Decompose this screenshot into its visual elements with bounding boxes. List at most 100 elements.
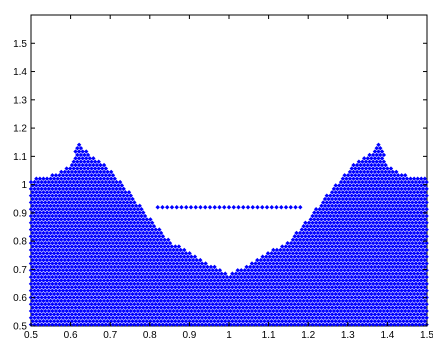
data-point xyxy=(224,295,230,300)
data-point xyxy=(35,322,41,327)
data-point xyxy=(108,264,114,270)
data-point xyxy=(306,308,312,314)
data-point xyxy=(192,288,198,293)
data-point xyxy=(335,322,340,327)
data-point xyxy=(39,213,44,219)
data-point xyxy=(360,193,365,198)
data-point xyxy=(386,278,392,283)
data-point xyxy=(214,322,219,327)
data-point xyxy=(144,257,150,263)
data-point xyxy=(160,274,166,280)
data-point xyxy=(73,223,78,229)
data-point xyxy=(401,196,406,202)
data-point xyxy=(43,247,48,253)
data-point xyxy=(219,291,224,297)
data-point xyxy=(408,318,413,324)
data-point xyxy=(98,318,103,324)
data-point xyxy=(208,278,214,283)
data-point xyxy=(372,223,378,229)
data-point xyxy=(231,288,237,293)
data-point xyxy=(335,193,340,198)
data-point xyxy=(30,264,35,270)
data-point xyxy=(310,240,315,246)
data-point xyxy=(146,281,151,287)
data-point xyxy=(39,288,44,293)
data-point xyxy=(362,196,367,202)
data-point xyxy=(406,281,411,287)
data-point xyxy=(50,315,55,321)
data-point xyxy=(388,261,394,266)
data-point xyxy=(84,291,89,297)
data-point xyxy=(119,183,125,188)
data-point xyxy=(153,234,158,239)
data-point xyxy=(126,203,132,209)
data-point xyxy=(84,264,89,270)
data-point xyxy=(121,227,126,232)
data-point xyxy=(178,288,183,293)
data-point xyxy=(420,240,426,246)
data-point xyxy=(208,312,214,317)
data-point xyxy=(326,278,331,283)
data-point xyxy=(383,223,388,229)
data-point xyxy=(388,207,394,212)
data-point xyxy=(386,196,392,202)
data-point xyxy=(244,305,249,310)
data-point xyxy=(48,196,53,202)
data-point xyxy=(226,285,232,290)
data-point xyxy=(71,261,76,266)
data-point xyxy=(41,291,46,297)
data-point xyxy=(205,312,210,317)
data-point xyxy=(331,315,337,321)
data-point xyxy=(344,264,349,270)
data-point xyxy=(183,278,189,283)
data-point xyxy=(89,274,94,280)
data-point xyxy=(92,268,98,273)
data-point xyxy=(408,210,413,215)
data-point xyxy=(32,186,37,192)
data-point xyxy=(271,288,276,293)
data-point xyxy=(91,217,96,222)
data-point xyxy=(367,179,372,185)
data-point xyxy=(292,288,297,293)
data-point xyxy=(228,274,233,280)
data-point xyxy=(322,257,328,263)
data-point xyxy=(123,278,128,283)
data-point xyxy=(149,220,155,226)
data-point xyxy=(110,234,116,239)
data-point xyxy=(319,305,324,310)
data-point xyxy=(381,247,387,253)
data-point xyxy=(297,305,303,310)
data-point xyxy=(276,305,281,310)
data-point xyxy=(105,312,110,317)
data-point xyxy=(183,251,189,256)
data-point xyxy=(71,295,76,300)
data-point xyxy=(53,247,59,253)
data-point xyxy=(91,230,96,236)
data-point xyxy=(185,308,191,314)
data-point xyxy=(419,223,424,229)
data-point xyxy=(55,244,60,249)
data-point xyxy=(342,213,347,219)
data-point xyxy=(399,200,404,205)
data-point xyxy=(39,179,44,185)
data-point xyxy=(262,264,267,270)
data-point xyxy=(285,288,290,293)
data-point xyxy=(50,213,55,219)
data-point xyxy=(64,308,69,314)
data-point xyxy=(92,247,98,253)
data-point xyxy=(297,257,303,263)
data-point xyxy=(312,298,317,304)
data-point xyxy=(76,305,82,310)
data-point xyxy=(103,213,109,219)
data-point xyxy=(319,291,324,297)
data-point xyxy=(69,298,75,304)
data-point xyxy=(324,220,330,226)
data-point xyxy=(37,203,43,209)
data-point xyxy=(342,274,347,280)
data-point xyxy=(365,257,370,263)
data-point xyxy=(247,298,253,304)
data-point xyxy=(59,312,64,317)
data-point xyxy=(413,200,419,205)
data-point xyxy=(424,213,429,219)
data-point xyxy=(290,285,296,290)
